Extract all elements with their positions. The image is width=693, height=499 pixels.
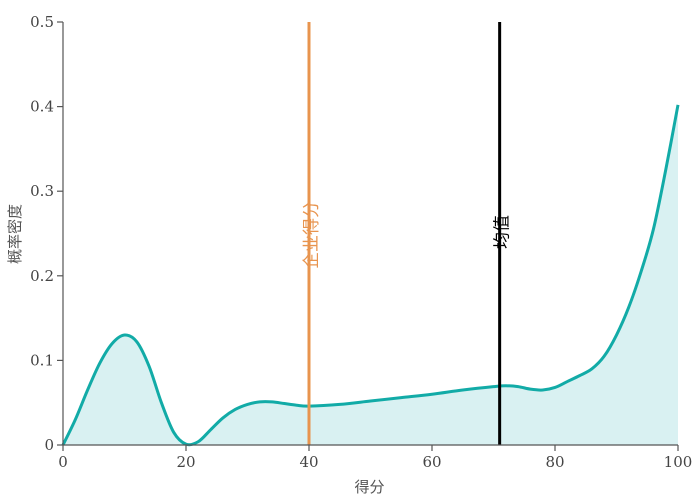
x-tick-label: 60	[422, 453, 441, 471]
y-tick-label: 0	[44, 436, 54, 454]
x-tick-label: 20	[176, 453, 195, 471]
plot-area: 企业得分 均值 0 20 40 60 80 100 0 0.1 0.2 0.3 0.4 0.5	[30, 13, 692, 471]
density-curve	[61, 104, 680, 447]
y-tick-label: 0.1	[30, 351, 54, 369]
y-axis-title: 概率密度	[6, 204, 24, 264]
x-tick-label: 100	[664, 453, 693, 471]
y-tick-label: 0.4	[30, 98, 54, 116]
annotation-label-mean: 均值	[493, 215, 513, 249]
x-axis-title: 得分	[354, 478, 384, 496]
y-tick-label: 0.2	[30, 267, 54, 285]
x-tick-label: 80	[545, 453, 564, 471]
x-tick-label: 40	[299, 453, 318, 471]
x-tick-label: 0	[58, 453, 68, 471]
density-area-fill	[63, 104, 678, 446]
y-tick-label: 0.3	[30, 182, 54, 200]
y-tick-label: 0.5	[30, 13, 54, 31]
annotation-label-company-score: 企业得分	[302, 201, 322, 269]
